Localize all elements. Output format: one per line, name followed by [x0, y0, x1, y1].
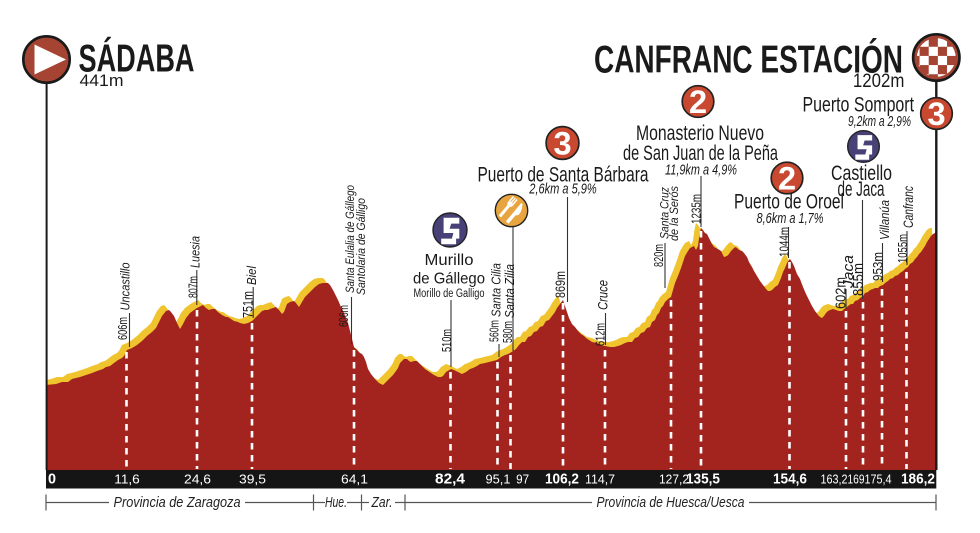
svg-text:154,6: 154,6 — [773, 471, 807, 488]
svg-text:de Gállego: de Gállego — [413, 271, 485, 288]
svg-text:1055m: 1055m — [895, 234, 910, 263]
svg-text:Luesia: Luesia — [188, 236, 203, 268]
svg-text:2,6km a 5,9%: 2,6km a 5,9% — [529, 181, 597, 198]
svg-text:510m: 510m — [440, 329, 454, 352]
svg-text:Murillo: Murillo — [425, 252, 474, 269]
svg-text:820m: 820m — [652, 244, 666, 267]
svg-text:Cruce: Cruce — [595, 280, 610, 310]
svg-text:135,5: 135,5 — [686, 471, 720, 488]
svg-text:CANFRANC ESTACIÓN: CANFRANC ESTACIÓN — [594, 38, 903, 82]
svg-text:751m: 751m — [240, 291, 255, 318]
svg-text:11,6: 11,6 — [114, 473, 140, 487]
svg-text:869m: 869m — [553, 271, 568, 298]
svg-text:de la Serós: de la Serós — [667, 186, 681, 241]
svg-text:Castiello: Castiello — [831, 162, 892, 185]
svg-text:953m: 953m — [870, 252, 886, 281]
svg-text:2: 2 — [689, 84, 707, 120]
svg-text:Puerto de Santa Bárbara: Puerto de Santa Bárbara — [478, 164, 649, 187]
svg-text:163,2: 163,2 — [821, 473, 848, 487]
svg-text:441m: 441m — [80, 71, 124, 90]
svg-text:169: 169 — [848, 473, 865, 487]
svg-text:Santa Zilia: Santa Zilia — [503, 264, 517, 318]
svg-text:Puerto de Oroel: Puerto de Oroel — [734, 191, 844, 214]
svg-text:580m: 580m — [501, 321, 515, 343]
svg-text:Jaca: Jaca — [840, 255, 857, 289]
svg-text:560m: 560m — [488, 320, 502, 342]
svg-text:606m: 606m — [116, 317, 130, 340]
svg-text:64,1: 64,1 — [341, 473, 368, 487]
svg-text:3: 3 — [927, 96, 945, 132]
svg-text:82,4: 82,4 — [435, 471, 466, 488]
svg-text:9,2km a 2,9%: 9,2km a 2,9% — [848, 113, 911, 130]
svg-text:127,2: 127,2 — [659, 473, 689, 487]
svg-text:Santolaria de Gálligo: Santolaria de Gálligo — [356, 197, 368, 295]
svg-text:97: 97 — [516, 473, 529, 487]
svg-text:807m: 807m — [187, 276, 201, 298]
svg-text:Santa Eulalia de Gállego: Santa Eulalia de Gállego — [345, 184, 357, 293]
svg-text:612m: 612m — [594, 323, 608, 346]
svg-text:3: 3 — [553, 126, 571, 162]
svg-text:39,5: 39,5 — [239, 473, 266, 487]
svg-text:Santa Cilia: Santa Cilia — [490, 263, 504, 317]
svg-text:855m: 855m — [850, 263, 867, 296]
svg-text:Uncastillo: Uncastillo — [119, 262, 133, 310]
svg-text:186,2: 186,2 — [901, 471, 935, 488]
svg-text:SÁDABA: SÁDABA — [79, 37, 195, 81]
svg-text:11,9km a 4,9%: 11,9km a 4,9% — [665, 162, 737, 179]
svg-text:175,4: 175,4 — [865, 473, 892, 487]
svg-text:8,6km a 1,7%: 8,6km a 1,7% — [757, 210, 824, 227]
svg-text:106,2: 106,2 — [545, 471, 579, 488]
svg-text:1202m: 1202m — [853, 71, 905, 92]
svg-text:Zar.: Zar. — [371, 495, 393, 511]
svg-text:Monasterio Nuevo: Monasterio Nuevo — [636, 122, 764, 145]
svg-text:602m: 602m — [833, 277, 850, 309]
svg-text:Provincia de Huesca/Uesca: Provincia de Huesca/Uesca — [597, 495, 745, 511]
svg-text:Canfranc: Canfranc — [901, 186, 916, 228]
svg-text:606m: 606m — [337, 305, 351, 327]
svg-text:2: 2 — [778, 161, 796, 197]
svg-text:0: 0 — [48, 471, 56, 488]
svg-text:Puerto Somport: Puerto Somport — [803, 94, 915, 117]
svg-text:Morillo de Galligo: Morillo de Galligo — [414, 288, 485, 300]
svg-text:Villanúa: Villanúa — [877, 200, 892, 240]
svg-text:24,6: 24,6 — [184, 473, 211, 487]
svg-text:de Jaca: de Jaca — [838, 178, 885, 201]
svg-text:95,1: 95,1 — [486, 473, 511, 487]
svg-text:Provincia de Zaragoza: Provincia de Zaragoza — [114, 495, 241, 511]
svg-text:Hue.: Hue. — [325, 495, 347, 511]
svg-text:de San Juan de la Peña: de San Juan de la Peña — [623, 142, 778, 165]
svg-text:1235m: 1235m — [689, 194, 704, 224]
svg-text:1044m: 1044m — [777, 227, 792, 257]
svg-text:Santa Cruz: Santa Cruz — [657, 187, 671, 239]
svg-text:Biel: Biel — [244, 265, 259, 285]
svg-text:114,7: 114,7 — [585, 473, 615, 487]
